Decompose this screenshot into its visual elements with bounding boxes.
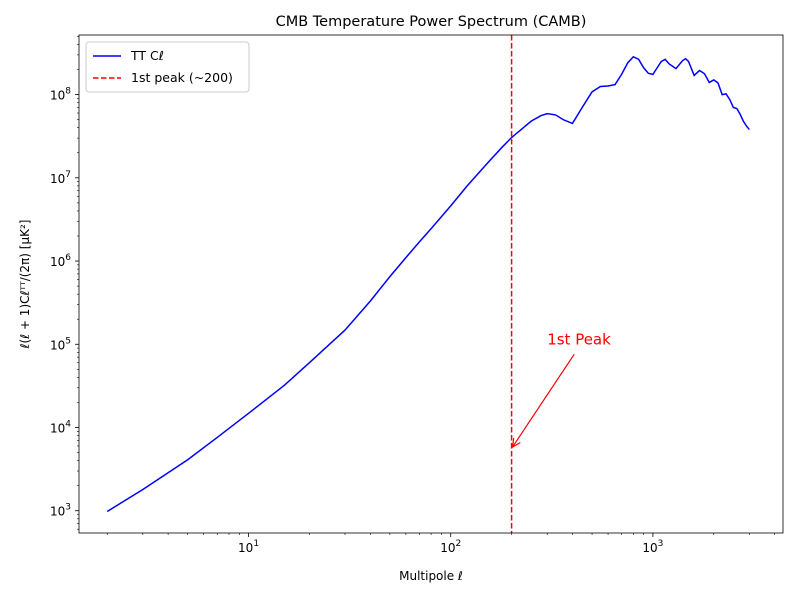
legend: TT Cℓ 1st peak (~200) <box>85 41 250 93</box>
tt-spectrum-line <box>106 55 750 513</box>
first-peak-arrow <box>513 353 575 447</box>
y-tick-label: 106 <box>50 253 71 269</box>
y-tick-label: 105 <box>50 336 71 352</box>
legend-label-tt: TT Cℓ <box>130 48 164 63</box>
y-tick-label: 107 <box>50 170 71 186</box>
legend-box <box>85 41 250 93</box>
y-axis: 103 104 105 106 107 108 <box>50 36 79 530</box>
x-axis-title: Multipole ℓ <box>399 569 463 583</box>
annotation-layer: 1st Peak <box>513 330 611 447</box>
x-axis: 101 102 103 <box>106 533 775 555</box>
x-tick-label: 102 <box>440 539 461 555</box>
chart-title: CMB Temperature Power Spectrum (CAMB) <box>276 14 587 30</box>
y-tick-label: 104 <box>50 420 71 436</box>
first-peak-annotation: 1st Peak <box>547 330 611 348</box>
y-tick-label: 108 <box>50 87 71 103</box>
y-tick-label: 103 <box>50 503 71 519</box>
legend-label-peak: 1st peak (~200) <box>131 70 233 85</box>
series-layer <box>106 35 750 533</box>
y-axis-title: ℓ(ℓ + 1)Cℓᵀᵀ/(2π) [μK²] <box>18 220 32 350</box>
x-tick-label: 101 <box>238 539 259 555</box>
x-tick-label: 103 <box>642 539 663 555</box>
